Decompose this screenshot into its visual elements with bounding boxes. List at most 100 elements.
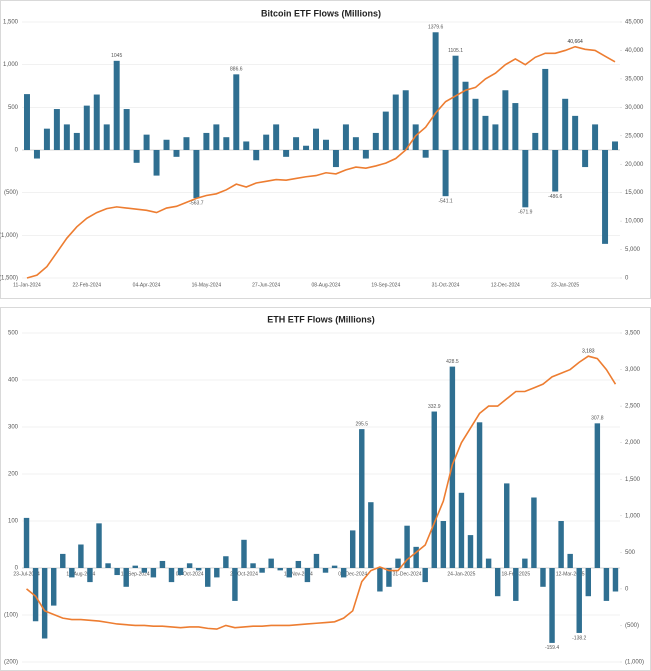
bar [558,521,564,568]
bar [133,150,140,163]
x-tick-label: 08-Aug-2024 [312,282,341,288]
bar [263,134,270,150]
y2-tick-label: 2,500 [625,404,641,410]
bar [268,558,274,568]
bar [340,568,347,578]
bar [513,568,519,601]
bar [53,109,60,150]
bar [286,568,293,578]
y-tick-label: 0 [15,566,19,572]
line-label: 40,664 [568,39,584,45]
bar [83,105,90,150]
bar [562,98,569,150]
bar [23,517,30,568]
x-tick-label: 19-Sep-2024 [371,282,400,288]
bar [362,150,369,159]
bar [494,568,501,597]
bar [241,539,247,568]
bar [442,150,449,197]
cumulative-line [26,45,616,279]
bar [173,150,180,157]
bar [250,563,256,568]
bar [331,565,338,568]
bar [177,568,184,576]
bar [168,568,175,583]
x-tick-label: 31-Dec-2024 [393,571,422,577]
y2-tick-label: 0 [625,586,629,592]
bar [532,132,539,150]
bar [349,530,356,568]
data-label: -159.4 [545,645,559,651]
bar [69,568,75,578]
bar [467,535,474,568]
bar [504,483,510,568]
y-tick-label: 1,500 [3,20,19,26]
bar [458,492,465,568]
x-tick-label: 09-Dec-2024 [338,571,367,577]
bar [141,568,148,573]
bar [113,60,120,150]
bar [60,553,66,568]
bar [123,109,130,150]
y2-tick-label: 3,500 [625,331,641,337]
y2-tick-label: 35,000 [625,76,644,82]
bar [422,568,428,583]
y-tick-label: 0 [15,148,19,154]
bar [259,568,265,573]
bar [295,560,302,568]
data-label: 332.9 [428,404,441,410]
bar [63,124,70,150]
bar [413,546,419,568]
bar [277,568,283,571]
bar [214,568,220,578]
bar [303,145,310,150]
x-tick-label: 23-Jul-2024 [13,571,40,577]
bar [43,128,50,150]
bar [512,103,519,150]
panel [0,307,651,671]
bar [352,137,359,150]
bar [422,150,429,158]
bar [96,523,102,568]
x-tick-label: 12-Dec-2024 [491,282,520,288]
bar [382,111,389,150]
x-tick-label: 27-Jun-2024 [252,282,280,288]
data-label: 886.6 [230,67,243,73]
data-label: -486.6 [548,194,562,200]
x-tick-label: 15-Aug-2024 [66,571,95,577]
data-label: 295.5 [356,421,369,427]
bar [372,132,379,150]
bar [412,124,419,150]
bar [502,90,509,150]
bar [293,137,300,150]
data-label: -563.7 [189,200,203,206]
bar [232,568,238,601]
bar [273,124,280,150]
data-label: 307.8 [591,416,604,422]
y2-tick-label: 1,000 [625,513,641,519]
y2-tick-label: 45,000 [625,20,644,26]
cumulative-line [26,355,617,630]
bar [93,94,100,150]
y2-tick-label: 2,000 [625,440,641,446]
line-label: 3,183 [582,349,595,355]
bar [452,55,459,150]
bar [462,81,469,150]
x-tick-label: 04-Apr-2024 [133,282,161,288]
bar [223,137,230,150]
bar [183,137,190,150]
bar [213,124,220,150]
bar [332,150,339,168]
bar [41,568,48,639]
y-tick-label: (1,000) [0,233,18,239]
y2-tick-label: 5,000 [625,247,641,253]
bar [193,150,200,199]
y-tick-label: (100) [4,613,18,619]
bar [404,525,410,568]
bar [549,568,555,643]
x-tick-label: 10-Sep-2024 [121,571,150,577]
bar [492,124,499,150]
bar [313,553,320,568]
bar [233,74,240,150]
